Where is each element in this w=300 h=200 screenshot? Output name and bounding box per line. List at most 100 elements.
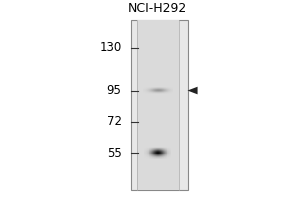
Bar — [166, 149, 167, 150]
Text: NCI-H292: NCI-H292 — [128, 2, 187, 15]
Bar — [170, 87, 172, 88]
Bar — [170, 153, 171, 154]
Bar — [148, 150, 149, 151]
Bar — [153, 152, 154, 153]
Bar — [158, 89, 160, 90]
Bar — [149, 89, 151, 90]
Bar — [151, 157, 152, 158]
Bar — [151, 92, 152, 93]
Bar — [169, 93, 170, 94]
Bar — [152, 154, 153, 155]
Bar — [155, 147, 156, 148]
Bar — [163, 89, 164, 90]
Bar — [149, 92, 151, 93]
Bar — [169, 91, 170, 92]
Bar — [169, 89, 170, 90]
Bar — [165, 156, 166, 157]
Bar — [146, 92, 148, 93]
Bar — [142, 90, 143, 91]
Bar — [154, 158, 155, 159]
Bar — [156, 153, 157, 154]
Bar — [166, 158, 167, 159]
Bar — [150, 151, 151, 152]
Bar — [166, 147, 167, 148]
Bar — [149, 154, 150, 155]
Bar — [161, 150, 162, 151]
Bar — [146, 158, 147, 159]
Bar — [146, 152, 147, 153]
Bar — [147, 157, 148, 158]
Bar — [163, 87, 164, 88]
Bar — [148, 91, 149, 92]
Bar — [157, 155, 158, 156]
Bar — [150, 152, 151, 153]
Bar — [170, 147, 171, 148]
Bar — [161, 152, 162, 153]
Bar — [162, 147, 163, 148]
Bar — [145, 154, 146, 155]
Bar — [169, 90, 170, 91]
Bar — [142, 88, 143, 89]
Bar — [162, 149, 163, 150]
Bar — [168, 152, 169, 153]
Bar — [154, 90, 155, 91]
Bar — [161, 149, 162, 150]
Bar — [159, 157, 160, 158]
Bar — [149, 87, 151, 88]
Bar — [151, 87, 152, 88]
Bar — [160, 88, 161, 89]
Bar — [167, 155, 168, 156]
Bar — [160, 147, 161, 148]
Bar — [169, 158, 170, 159]
Bar — [147, 149, 148, 150]
Bar — [162, 153, 163, 154]
Bar — [161, 147, 162, 148]
Bar — [148, 151, 149, 152]
Bar — [152, 87, 154, 88]
Bar — [145, 91, 146, 92]
Bar — [162, 151, 163, 152]
Bar — [148, 89, 149, 90]
Bar — [158, 155, 159, 156]
Bar — [155, 90, 157, 91]
Bar — [162, 156, 163, 157]
Bar — [161, 157, 162, 158]
Bar — [160, 90, 161, 91]
Bar — [156, 151, 157, 152]
Bar — [142, 87, 143, 88]
Bar — [156, 155, 157, 156]
Bar — [152, 91, 154, 92]
Bar — [169, 150, 170, 151]
Bar — [155, 93, 157, 94]
Bar — [156, 150, 157, 151]
Bar — [167, 154, 168, 155]
Bar — [157, 149, 158, 150]
Bar — [164, 149, 165, 150]
Bar — [162, 158, 163, 159]
Bar — [167, 147, 168, 148]
Bar — [147, 147, 148, 148]
Bar — [165, 150, 166, 151]
Bar — [167, 90, 169, 91]
Bar — [166, 89, 167, 90]
Bar — [162, 155, 163, 156]
Bar — [147, 154, 148, 155]
Bar — [149, 88, 151, 89]
Bar — [166, 88, 167, 89]
Bar — [146, 153, 147, 154]
Bar — [167, 152, 168, 153]
Bar — [165, 151, 166, 152]
Bar — [169, 93, 170, 94]
Bar — [161, 151, 162, 152]
Bar — [152, 155, 153, 156]
Bar — [161, 90, 163, 91]
Bar — [167, 92, 169, 93]
Bar — [166, 156, 167, 157]
Bar — [145, 152, 146, 153]
Bar — [148, 148, 149, 149]
Bar — [152, 148, 153, 149]
Bar — [160, 92, 161, 93]
Bar — [157, 89, 158, 90]
Bar — [157, 157, 158, 158]
Bar — [165, 149, 166, 150]
